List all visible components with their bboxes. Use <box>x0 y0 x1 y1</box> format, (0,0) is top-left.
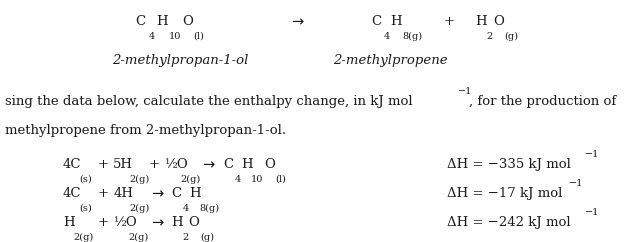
Text: O: O <box>264 158 275 171</box>
Text: (s): (s) <box>79 204 92 212</box>
Text: 8(g): 8(g) <box>403 32 423 41</box>
Text: +: + <box>443 15 454 28</box>
Text: O: O <box>189 216 199 229</box>
Text: +: + <box>97 216 108 229</box>
Text: H: H <box>156 15 167 28</box>
Text: (g): (g) <box>200 233 214 242</box>
Text: 4C: 4C <box>63 187 81 200</box>
Text: 2-methylpropene: 2-methylpropene <box>333 54 448 67</box>
Text: 2(g): 2(g) <box>181 174 201 183</box>
Text: 4: 4 <box>183 204 189 212</box>
Text: (s): (s) <box>79 174 92 183</box>
Text: −1: −1 <box>458 87 472 96</box>
Text: O: O <box>493 15 504 28</box>
Text: ½O: ½O <box>164 158 188 171</box>
Text: 10: 10 <box>251 174 264 183</box>
Text: 2: 2 <box>487 32 493 41</box>
Text: H: H <box>391 15 402 28</box>
Text: C: C <box>223 158 233 171</box>
Text: −1: −1 <box>585 208 599 217</box>
Text: (g): (g) <box>504 32 518 41</box>
Text: $\rightarrow$: $\rightarrow$ <box>149 185 165 200</box>
Text: (l): (l) <box>194 32 204 41</box>
Text: −1: −1 <box>585 150 599 159</box>
Text: methylpropene from 2-methylpropan-1-ol.: methylpropene from 2-methylpropan-1-ol. <box>5 124 286 137</box>
Text: 2(g): 2(g) <box>73 233 93 242</box>
Text: H: H <box>172 216 183 229</box>
Text: sing the data below, calculate the enthalpy change, in kJ mol: sing the data below, calculate the entha… <box>5 95 413 108</box>
Text: $\rightarrow$: $\rightarrow$ <box>289 13 306 28</box>
Text: ΔH = −242 kJ mol: ΔH = −242 kJ mol <box>447 216 571 229</box>
Text: H: H <box>189 187 201 200</box>
Text: 4H: 4H <box>113 187 133 200</box>
Text: O: O <box>182 15 193 28</box>
Text: (l): (l) <box>275 174 286 183</box>
Text: 4C: 4C <box>63 158 81 171</box>
Text: ΔH = −17 kJ mol: ΔH = −17 kJ mol <box>447 187 562 200</box>
Text: H: H <box>63 216 74 229</box>
Text: 2: 2 <box>182 233 189 242</box>
Text: H: H <box>475 15 486 28</box>
Text: 4: 4 <box>148 32 155 41</box>
Text: −1: −1 <box>569 179 584 188</box>
Text: $\rightarrow$: $\rightarrow$ <box>149 214 165 229</box>
Text: 2(g): 2(g) <box>129 204 149 212</box>
Text: C: C <box>371 15 381 28</box>
Text: 2(g): 2(g) <box>129 174 149 183</box>
Text: H: H <box>241 158 252 171</box>
Text: 8(g): 8(g) <box>199 204 220 212</box>
Text: +: + <box>149 158 160 171</box>
Text: ½O: ½O <box>113 216 137 229</box>
Text: 2-methylpropan-1-ol: 2-methylpropan-1-ol <box>112 54 248 67</box>
Text: C: C <box>135 15 145 28</box>
Text: 4: 4 <box>384 32 390 41</box>
Text: +: + <box>97 158 108 171</box>
Text: , for the production of: , for the production of <box>469 95 616 108</box>
Text: $\rightarrow$: $\rightarrow$ <box>200 156 216 171</box>
Text: 2(g): 2(g) <box>128 233 148 242</box>
Text: 4: 4 <box>235 174 241 183</box>
Text: 5H: 5H <box>113 158 133 171</box>
Text: C: C <box>172 187 182 200</box>
Text: +: + <box>97 187 108 200</box>
Text: 10: 10 <box>169 32 181 41</box>
Text: ΔH = −335 kJ mol: ΔH = −335 kJ mol <box>447 158 571 171</box>
